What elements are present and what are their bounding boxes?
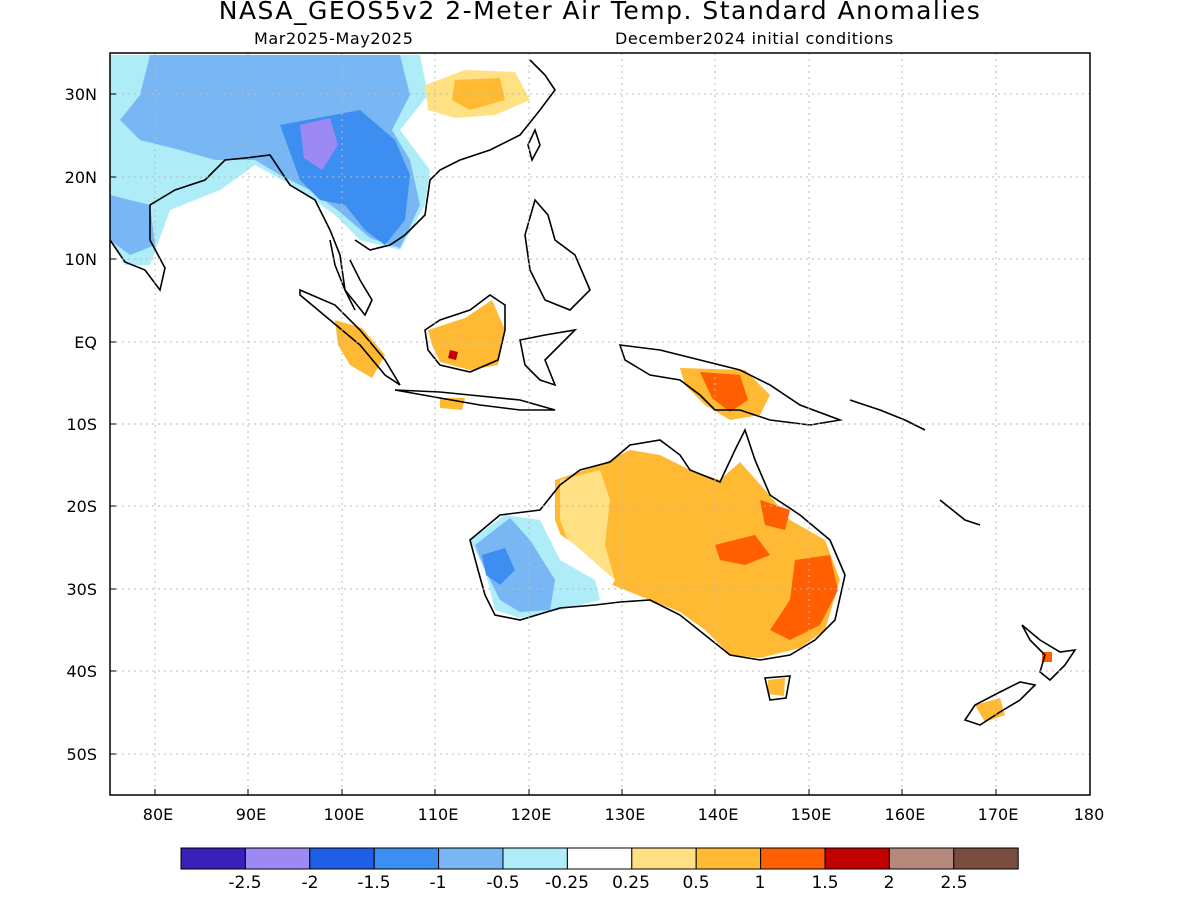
coastline-newzealand-south [963,681,1037,726]
colorbar-label: 0.5 [682,873,709,893]
colorbar-label: -2 [302,873,319,893]
coastline-taiwan [527,127,541,163]
coastline-asia [110,59,556,311]
colorbar [180,847,1019,870]
colorbar-swatch [502,847,568,870]
colorbar-swatch [824,847,890,870]
colorbar-label: 2.5 [940,873,967,893]
colorbar-swatch [566,847,633,870]
colorbar-label: -0.5 [486,873,519,893]
lon-tick-label: 100E [324,805,365,824]
colorbar-swatch [309,847,375,870]
colorbar-swatch [888,847,955,870]
coastlines [110,59,1077,726]
lon-tick-label: 170E [978,805,1019,824]
gridlines [110,53,1090,795]
australia-cool-medium [482,548,515,585]
lon-tick-label: 90E [236,805,266,824]
lat-tick-label: EQ [74,333,97,352]
colorbar-swatch [180,847,246,870]
australia-strong-warm-3 [760,500,790,530]
colorbar-label: -1.5 [357,873,390,893]
coastline-sumatra [299,288,401,386]
australia-warm [555,450,840,658]
tick-marks [110,93,997,795]
lat-tick-label: 10N [65,250,97,269]
lat-tick-label: 50S [66,745,97,764]
colorbar-label: -1 [430,873,447,893]
lon-tick-label: 180 [1074,805,1105,824]
lon-tick-label: 140E [698,805,739,824]
china-warm-core [452,78,505,110]
colorbar-label: 1.5 [811,873,838,893]
coastline-sulawesi [519,328,578,387]
newzealand-warm [975,698,1005,722]
coastline-australia [469,427,846,661]
australia-strong-warm-1 [715,535,770,565]
borneo-hotspot [448,350,458,360]
anomaly-field [110,55,1052,722]
forecast-period: Mar2025-May2025 [254,29,414,48]
coastline-java [394,389,556,411]
lat-tick-label: 10S [66,415,97,434]
tasmania-warm [768,678,785,696]
lat-tick-label: 20N [65,168,97,187]
colorbar-swatch [438,847,504,870]
colorbar-swatch [695,847,762,870]
lon-tick-label: 150E [791,805,832,824]
lon-tick-label: 120E [511,805,552,824]
newguinea-strong-warm [700,372,748,412]
coastline-newguinea [618,344,844,426]
colorbar-swatch [373,847,440,870]
map-title: NASA_GEOS5v2 2-Meter Air Temp. Standard … [218,0,982,25]
colorbar-swatch [953,847,1019,870]
australia-strong-warm-2 [770,555,838,640]
borneo-warm [428,300,505,370]
lon-tick-label: 110E [418,805,459,824]
coastline-tasmania [764,675,791,701]
lon-tick-label: 130E [605,805,646,824]
myanmar-purple-anomaly [300,118,338,170]
colorbar-swatch [631,847,697,870]
asia-blue-region-west [110,195,155,255]
coastline-malay-peninsula [329,239,373,317]
colorbar-swatch [244,847,311,870]
coastline-solomons [849,399,981,526]
lon-tick-label: 160E [885,805,926,824]
colorbar-labels: -2.5 -2 -1.5 -1 -0.5 -0.25 0.25 0.5 1 1.… [228,873,967,893]
coastline-newzealand-north [1021,624,1077,682]
lat-tick-label: 40S [66,662,97,681]
coastline-borneo [424,294,506,373]
colorbar-label: -0.25 [545,873,589,893]
colorbar-label: 1 [755,873,766,893]
lon-tick-label: 80E [143,805,173,824]
lat-tick-labels: 30N 20N 10N EQ 10S 20S 30S 40S 50S [65,85,97,764]
lat-tick-label: 20S [66,497,97,516]
lat-tick-label: 30S [66,580,97,599]
colorbar-swatch [760,847,826,870]
colorbar-label: -2.5 [228,873,261,893]
lon-tick-labels: 80E 90E 100E 110E 120E 130E 140E 150E 16… [143,805,1105,824]
colorbar-label: 2 [884,873,895,893]
coastline-philippines [524,198,591,311]
lat-tick-label: 30N [65,85,97,104]
colorbar-label: 0.25 [612,873,650,893]
initial-conditions: December2024 initial conditions [615,29,894,48]
